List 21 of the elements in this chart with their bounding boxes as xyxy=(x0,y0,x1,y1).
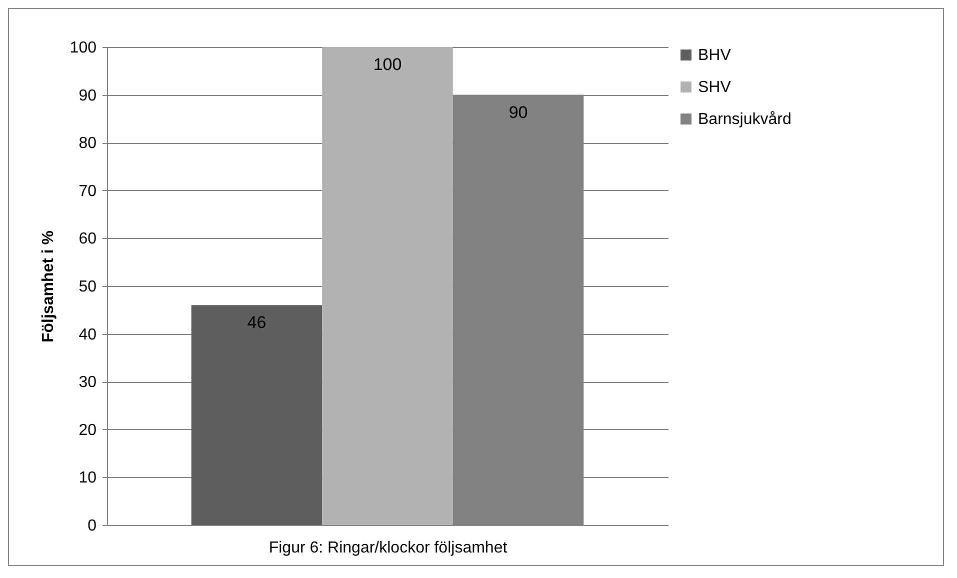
y-tick-label: 10 xyxy=(78,470,97,487)
data-label: 100 xyxy=(373,55,402,74)
bar xyxy=(322,47,453,525)
legend-label: SHV xyxy=(698,79,732,96)
data-label: 90 xyxy=(508,102,528,122)
y-tick-label: 20 xyxy=(78,422,97,439)
legend-label: Barnsjukvård xyxy=(698,111,792,128)
y-tick-label: 60 xyxy=(78,230,97,248)
bar xyxy=(191,305,322,525)
data-label: 46 xyxy=(247,313,266,332)
y-tick-label: 50 xyxy=(78,278,97,296)
y-tick-label: 90 xyxy=(78,87,97,104)
y-tick-label: 80 xyxy=(78,135,97,152)
legend-label: BHV xyxy=(698,47,732,64)
y-axis-title: Följsamhet i % xyxy=(40,230,57,343)
x-axis-title: Figur 6: Ringar/klockor följsamhet xyxy=(268,540,508,556)
y-tick-label: 100 xyxy=(70,40,97,56)
y-tick-label: 30 xyxy=(78,374,97,392)
y-tick-label: 40 xyxy=(78,326,97,344)
y-tick-label: 0 xyxy=(88,518,97,534)
y-tick-label: 70 xyxy=(78,182,97,200)
